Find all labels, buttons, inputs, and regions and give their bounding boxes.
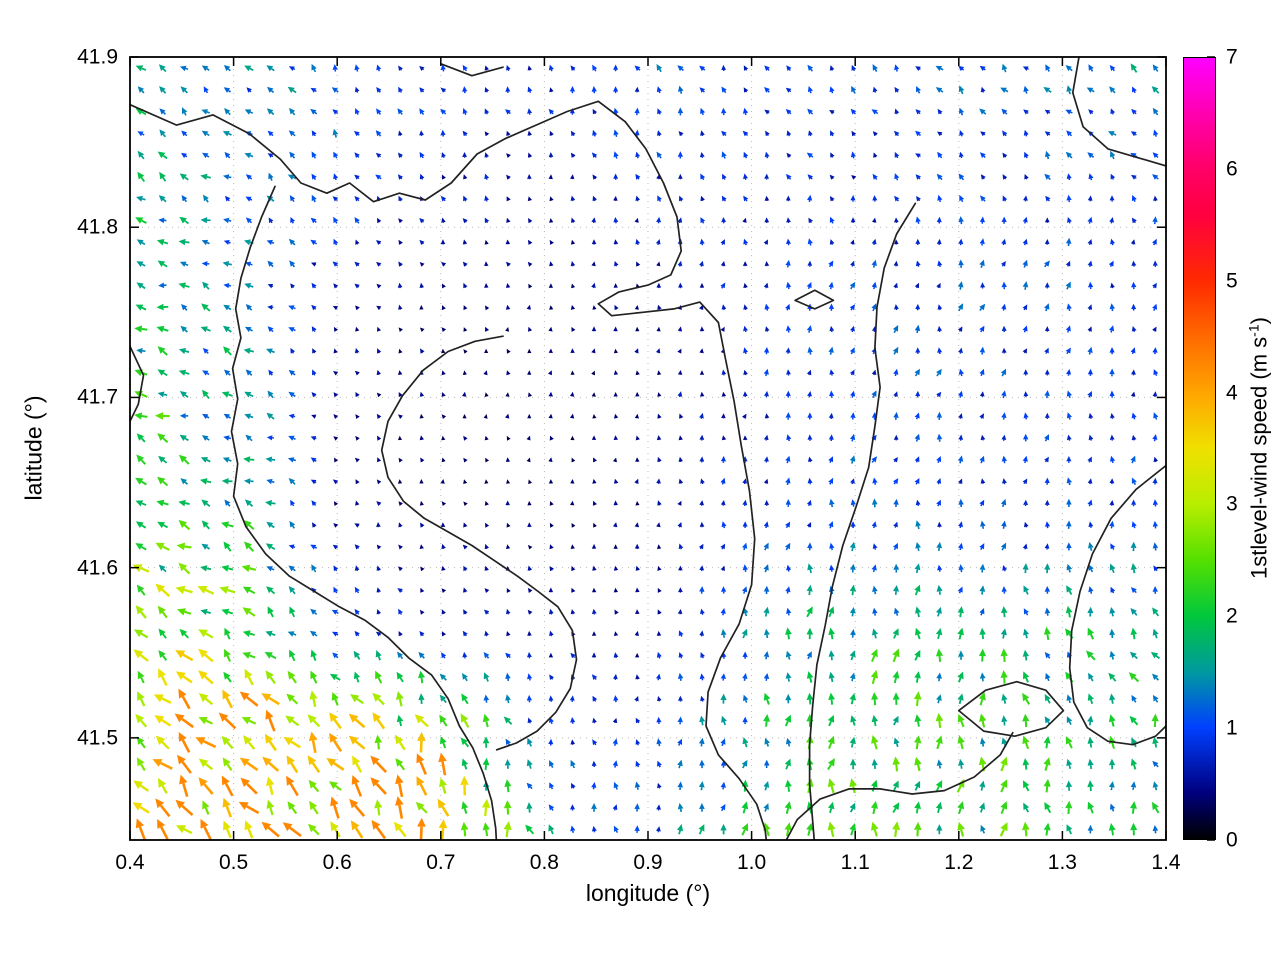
- plot-frame: [129, 56, 1167, 841]
- colorbar-label-close: ): [1246, 317, 1272, 325]
- colorbar: [1183, 57, 1216, 840]
- colorbar-tick-label: 3: [1226, 492, 1238, 516]
- x-tick-label: 0.7: [426, 851, 456, 874]
- y-tick-label: 41.8: [77, 215, 118, 239]
- colorbar-label: 1stlevel-wind speed (m s-1): [1245, 317, 1272, 579]
- x-tick-label: 1.3: [1047, 851, 1077, 874]
- x-tick-label: 0.8: [529, 851, 559, 874]
- colorbar-label-superscript: -1: [1245, 324, 1262, 337]
- x-tick-label: 0.5: [218, 851, 249, 874]
- x-tick-label: 1.0: [736, 851, 767, 874]
- colorbar-tick-label: 5: [1226, 269, 1238, 293]
- colorbar-tick-label: 7: [1226, 45, 1238, 69]
- y-tick-label: 41.7: [77, 385, 118, 409]
- grid-lines: [130, 57, 1166, 840]
- x-tick-label: 1.2: [944, 851, 974, 874]
- x-tick-label: 1.1: [840, 851, 870, 874]
- x-axis-label: longitude (°): [585, 880, 711, 906]
- y-tick-label: 41.9: [77, 45, 118, 69]
- axis-ticks: [129, 56, 1167, 840]
- colorbar-tick-label: 4: [1226, 381, 1238, 405]
- colorbar-tick-label: 2: [1226, 604, 1238, 628]
- contour-lines: [130, 57, 1166, 840]
- colorbar-tick-label: 0: [1226, 828, 1238, 852]
- x-tick-label: 1.4: [1151, 851, 1181, 874]
- colorbar-tick-label: 6: [1226, 157, 1238, 181]
- y-tick-label: 41.5: [77, 726, 118, 750]
- colorbar-tick-label: 1: [1226, 716, 1238, 740]
- x-tick-label: 0.9: [633, 851, 663, 874]
- quiver-arrows: [132, 63, 1161, 840]
- y-axis-label: latitude (°): [20, 395, 47, 501]
- y-tick-label: 41.6: [77, 556, 118, 580]
- colorbar-label-text: 1stlevel-wind speed (m s: [1246, 336, 1272, 579]
- x-tick-label: 0.6: [322, 851, 352, 874]
- x-tick-label: 0.4: [115, 851, 145, 874]
